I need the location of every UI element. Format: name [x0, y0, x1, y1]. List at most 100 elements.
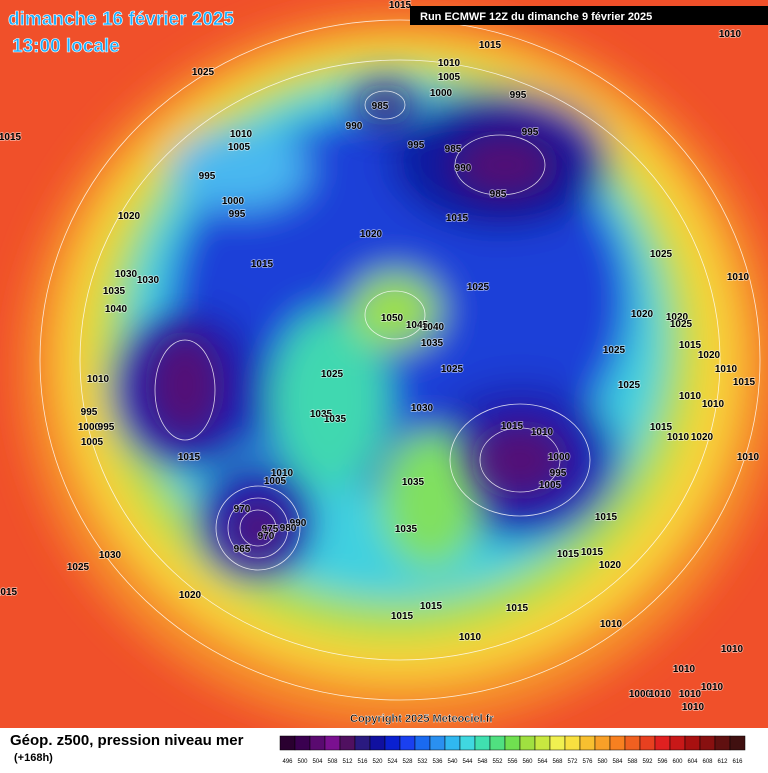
legend-label: 536 — [432, 759, 443, 765]
legend-label: 508 — [327, 759, 338, 765]
isobar-label: 1010 — [600, 619, 623, 630]
legend-swatch — [654, 735, 671, 751]
legend-swatch — [324, 735, 341, 751]
isobar-label: 1020 — [698, 350, 721, 361]
isobar-label: 1040 — [422, 322, 445, 333]
isobar-label: 1010 — [271, 468, 294, 479]
legend-swatch — [549, 735, 566, 751]
legend-label: 576 — [582, 759, 593, 765]
legend-swatch — [369, 735, 386, 751]
legend-swatch — [474, 735, 491, 751]
isobar-label: 985 — [490, 189, 507, 200]
isobar-label: 990 — [290, 518, 307, 529]
isobar-label: 1030 — [411, 403, 434, 414]
isobar-label: 1005 — [539, 480, 562, 491]
legend-swatch — [729, 735, 746, 751]
isobar-label: 1035 — [310, 409, 333, 420]
isobar-label: 1045 — [406, 320, 429, 331]
isobar-label: 995 — [522, 127, 539, 138]
isobar-label: 1030 — [137, 275, 160, 286]
isobar-label: 995 — [199, 171, 216, 182]
isobar-label: 1025 — [650, 249, 673, 260]
legend-swatch — [444, 735, 461, 751]
isobar-label: 1000 — [78, 422, 101, 433]
isobar-label: 990 — [346, 121, 363, 132]
legend-swatch — [489, 735, 506, 751]
isobar-label: 1015 — [581, 547, 604, 558]
legend-label: 552 — [492, 759, 503, 765]
legend-label: 544 — [462, 759, 473, 765]
legend-swatch — [414, 735, 431, 751]
isobar-label: 1010 — [727, 272, 750, 283]
legend-swatch — [639, 735, 656, 751]
legend-swatch — [279, 735, 296, 751]
legend-label: 588 — [627, 759, 638, 765]
isobar-label: 1015 — [679, 340, 702, 351]
isobar-label: 1015 — [557, 549, 580, 560]
isobar-label: 985 — [372, 101, 389, 112]
legend-swatch — [699, 735, 716, 751]
legend-swatch — [354, 735, 371, 751]
isobar-label: 1010 — [679, 689, 702, 700]
isobar-label: 990 — [455, 163, 472, 174]
legend-label: 496 — [282, 759, 293, 765]
isobar-label: 970 — [234, 504, 251, 515]
legend-label: 568 — [552, 759, 563, 765]
isobar-label: 1010 — [737, 452, 760, 463]
legend-label: 500 — [297, 759, 308, 765]
isobar-label: 1015 — [506, 603, 529, 614]
isobar-label: 1020 — [179, 590, 202, 601]
isobar-label: 1000 — [548, 452, 571, 463]
isobar-label: 995 — [408, 140, 425, 151]
isobar-label: 1005 — [228, 142, 251, 153]
legend-swatch — [294, 735, 311, 751]
legend-label: 572 — [567, 759, 578, 765]
legend-label: 596 — [657, 759, 668, 765]
isobar-label: 995 — [550, 468, 567, 479]
isobar-label: 1010 — [230, 129, 253, 140]
legend-label: 580 — [597, 759, 608, 765]
copyright: Copyright 2025 Meteociel.fr — [350, 713, 494, 725]
legend-swatch — [309, 735, 326, 751]
date-title: dimanche 16 février 2025 — [8, 9, 234, 30]
legend-label: 524 — [387, 759, 398, 765]
isobar-label: 995 — [229, 209, 246, 220]
legend-label: 584 — [612, 759, 623, 765]
isobar-label: 995 — [98, 422, 115, 433]
legend-label: 520 — [372, 759, 383, 765]
lead-time: (+168h) — [14, 752, 53, 764]
isobar-label: 1035 — [395, 524, 418, 535]
isobar-label: 1010 — [715, 364, 738, 375]
legend-swatch — [669, 735, 686, 751]
isobar-label: 1015 — [501, 421, 524, 432]
legend-swatch — [399, 735, 416, 751]
legend-swatch — [339, 735, 356, 751]
isobar-label: 1020 — [118, 211, 141, 222]
run-info: Run ECMWF 12Z du dimanche 9 février 2025 — [420, 11, 652, 23]
product-title: Géop. z500, pression niveau mer — [10, 732, 244, 749]
legend-swatch — [564, 735, 581, 751]
isobar-label: 1025 — [192, 67, 215, 78]
legend-label: 608 — [702, 759, 713, 765]
legend-label: 528 — [402, 759, 413, 765]
isobar-label: 1030 — [115, 269, 138, 280]
isobar-label: 1020 — [631, 309, 654, 320]
isobar-label: 1010 — [667, 432, 690, 443]
legend-swatch — [534, 735, 551, 751]
isobar-label: 1005 — [438, 72, 461, 83]
legend-swatch — [429, 735, 446, 751]
isobar-label: 1025 — [670, 319, 693, 330]
isobar-label: 1010 — [438, 58, 461, 69]
isobar-label: 1035 — [421, 338, 444, 349]
isobar-label: 995 — [510, 90, 527, 101]
isobar-label: 1010 — [719, 29, 742, 40]
isobar-label: 1015 — [178, 452, 201, 463]
isobar-label: 1010 — [721, 644, 744, 655]
isobar-label: 1010 — [459, 632, 482, 643]
isobar-label: 1035 — [402, 477, 425, 488]
isobar-label: 1005 — [264, 476, 287, 487]
isobar-label: 1010 — [679, 391, 702, 402]
isobar-label: 1015 — [0, 587, 18, 598]
isobar-label: 1000 — [430, 88, 453, 99]
color-legend: 496 500 504 508 512 516 520 524 528 532 536 540 544 5… — [279, 735, 746, 765]
